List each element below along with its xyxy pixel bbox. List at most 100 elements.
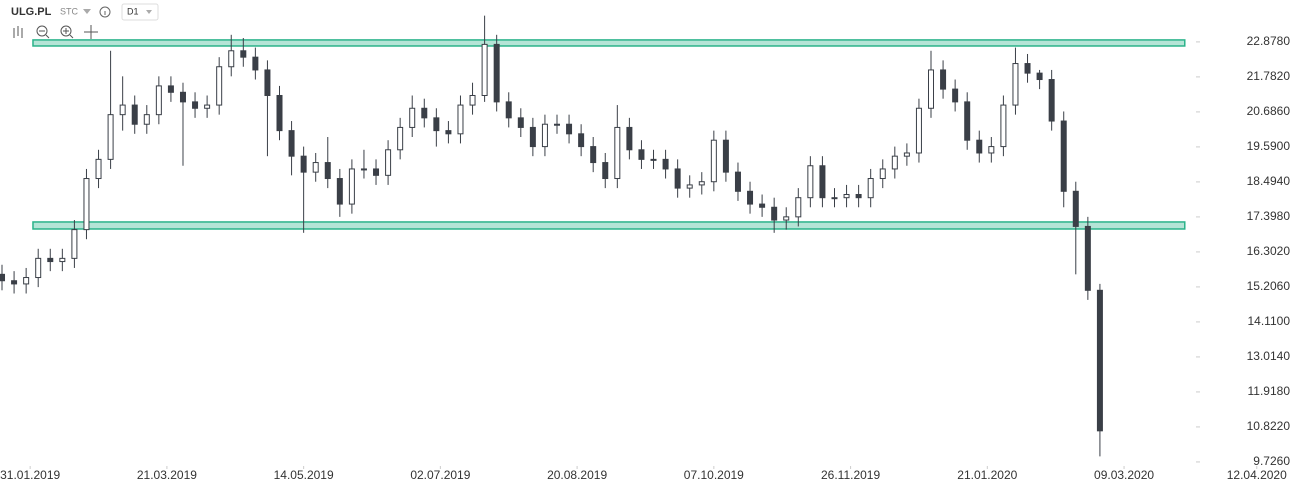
candle-body (964, 101, 971, 141)
candle-body (59, 257, 66, 263)
info-icon[interactable] (99, 6, 111, 18)
interval-select[interactable] (121, 3, 159, 21)
candle-body (276, 94, 283, 132)
candle-body (1060, 120, 1067, 192)
candle-body (107, 114, 114, 160)
candle-body (324, 162, 331, 180)
candle-body (988, 146, 995, 154)
candle-body (831, 197, 838, 200)
candle-body (891, 155, 898, 170)
candle-body (674, 168, 681, 189)
candle-body (976, 139, 983, 154)
candle-body (192, 101, 199, 109)
candle-body (204, 104, 211, 109)
candle-body (228, 50, 235, 68)
candle-body (566, 123, 573, 135)
candle-body (385, 149, 392, 176)
candle-body (686, 184, 693, 189)
y-tick-label: 10.8220 (1247, 419, 1291, 433)
candle-body (614, 126, 621, 180)
candle-body (747, 190, 754, 205)
candle-body (373, 168, 380, 176)
candle-body (469, 94, 476, 106)
candle-body (348, 168, 355, 205)
y-tick-label: 22.8780 (1247, 34, 1291, 48)
zone (32, 221, 1186, 230)
candles (0, 15, 1103, 457)
pan-tool[interactable] (84, 25, 98, 39)
candle-body (11, 280, 18, 285)
candle-body (903, 152, 910, 157)
candle-body (433, 117, 440, 132)
candle-body (783, 216, 790, 221)
candle-body (662, 158, 669, 170)
x-tick-label: 07.10.2019 (684, 468, 744, 482)
candle-body (445, 130, 452, 135)
interval[interactable]: D1 (127, 6, 139, 16)
y-tick-label: 14.1100 (1248, 314, 1291, 328)
y-tick-label: 15.2060 (1247, 279, 1291, 293)
candle-body (119, 104, 126, 116)
candle-body (638, 149, 645, 160)
candle-body (626, 126, 633, 151)
x-tick-label: 14.05.2019 (274, 468, 334, 482)
candle-body (843, 193, 850, 199)
candle-body (1096, 289, 1103, 432)
y-tick-label: 20.6860 (1247, 104, 1291, 118)
candle-body (517, 117, 524, 128)
candle-body (1000, 104, 1007, 148)
candle-body (590, 146, 597, 164)
candle-body (95, 158, 102, 180)
candle-body (867, 178, 874, 199)
candle-body (216, 66, 223, 106)
candle-body (855, 193, 862, 199)
x-tick-label: 21.01.2020 (957, 468, 1017, 482)
candle-body (928, 69, 935, 109)
candle-body (493, 43, 500, 103)
candle-body (1084, 225, 1091, 291)
candle-body (47, 257, 54, 263)
zone (32, 39, 1186, 47)
market[interactable]: STC (60, 6, 79, 16)
candle-body (155, 85, 162, 116)
candle-body (759, 203, 766, 208)
candle-body (409, 107, 416, 128)
candle-body (602, 162, 609, 180)
candle-body (421, 107, 428, 119)
candle-body (952, 88, 959, 103)
candle-body (264, 69, 271, 96)
y-tick-label: 17.3980 (1247, 209, 1291, 223)
x-tick-label: 12.04.2020 (1227, 468, 1287, 482)
candle-body (167, 85, 174, 93)
toolbar: ULG.PL STC D1 (11, 3, 159, 39)
candle-body (0, 273, 6, 282)
zoom-out[interactable] (36, 25, 48, 37)
y-tick-label: 13.0140 (1247, 349, 1291, 363)
zoom-in[interactable] (60, 25, 72, 37)
candles-tool[interactable] (13, 26, 23, 38)
candle-body (1036, 72, 1043, 81)
candle-body (457, 104, 464, 135)
candle-body (481, 43, 488, 96)
candle-body (397, 126, 404, 151)
candle-body (1072, 190, 1079, 227)
candle-body (879, 168, 886, 180)
chart-tools (13, 25, 98, 39)
candle-body (1012, 63, 1019, 106)
candle-body (179, 91, 186, 103)
candle-body (288, 130, 295, 157)
y-tick-label: 21.7820 (1247, 69, 1291, 83)
candle-body (300, 155, 307, 173)
y-tick-label: 9.7260 (1253, 454, 1290, 468)
y-tick-label: 11.9180 (1248, 384, 1291, 398)
x-tick-label: 21.03.2019 (137, 468, 197, 482)
candle-body (505, 101, 512, 119)
y-tick-label: 16.3020 (1247, 244, 1291, 258)
candle-body (734, 171, 741, 192)
candle-body (143, 114, 150, 125)
candle-body (1024, 63, 1031, 74)
candle-body (35, 257, 42, 279)
dropdown-arrow[interactable] (83, 9, 91, 14)
symbol[interactable]: ULG.PL (11, 6, 52, 18)
